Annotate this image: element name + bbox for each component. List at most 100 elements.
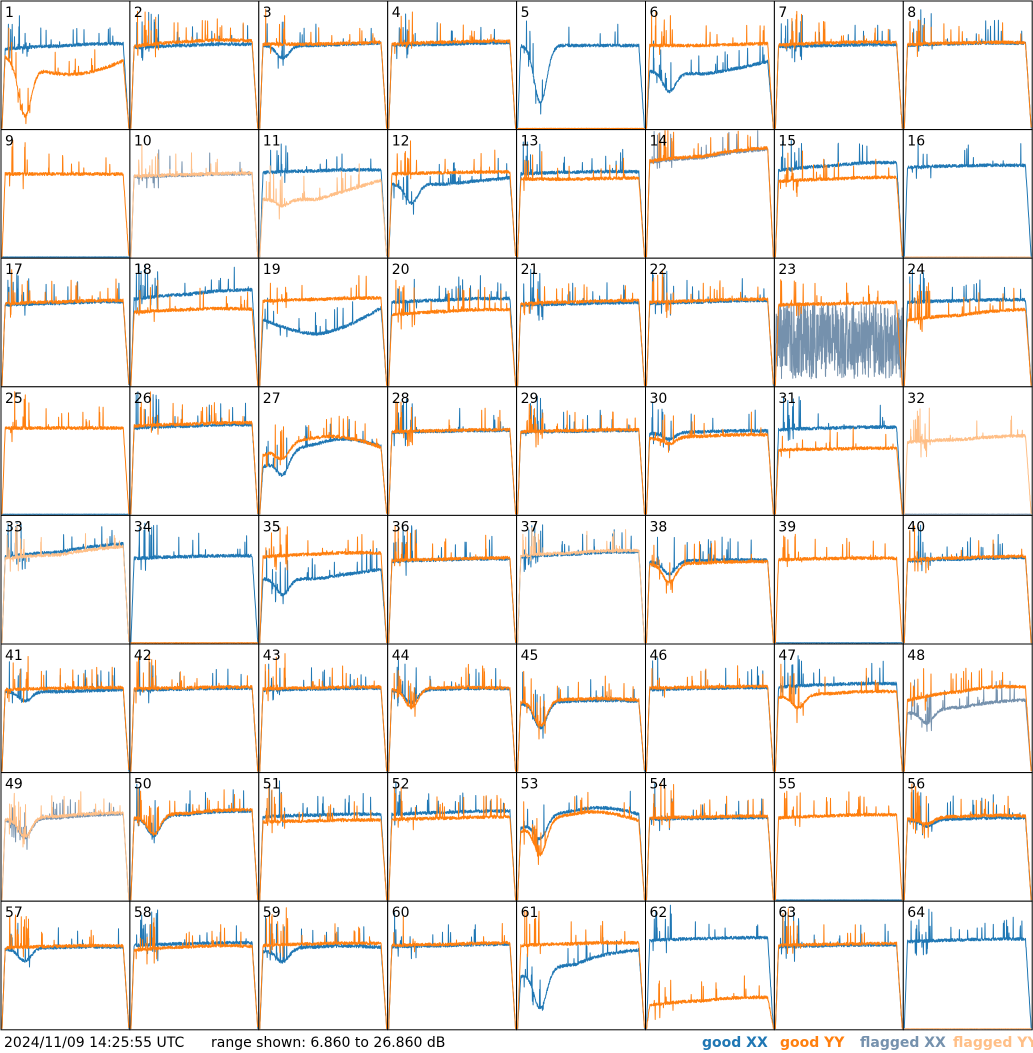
panel-frame: [0, 257, 131, 388]
panel-23: 23: [773, 257, 904, 388]
panel-10: 10: [129, 129, 260, 259]
series-yy-good: [903, 19, 1032, 129]
panel-17: 17: [0, 257, 131, 388]
panel-label: 16: [907, 134, 925, 150]
panel-label: 22: [650, 262, 668, 278]
panel-frame: [258, 0, 389, 131]
panel-label: 41: [5, 648, 23, 664]
panel-9: 9: [0, 129, 131, 259]
panel-label: 51: [263, 777, 281, 793]
panel-label: 44: [392, 648, 410, 664]
panel-19: 19: [258, 257, 389, 388]
legend-flagged-yy-word: flagged: [953, 1035, 1013, 1051]
panel-41: 41: [0, 643, 131, 774]
series-yy-good: [130, 279, 259, 386]
legend-flagged-xx: flagged XX: [860, 1035, 946, 1051]
panel-frame: [773, 900, 904, 1031]
panel-20: 20: [387, 257, 518, 388]
series-yy-good: [259, 785, 388, 901]
panel-2: 2: [129, 0, 260, 131]
panel-frame: [387, 257, 518, 388]
panel-18: 18: [129, 257, 260, 388]
series-xx-good: [1, 922, 130, 1029]
panel-label: 47: [778, 648, 796, 664]
panel-label: 30: [650, 391, 668, 407]
series-yy-good: [388, 787, 517, 901]
panel-39: 39: [773, 514, 904, 645]
panel-frame: [645, 514, 775, 645]
series-yy-good: [388, 915, 517, 1029]
panel-frame: [516, 129, 646, 259]
series-yy-good: [517, 909, 645, 1029]
panel-1: 1: [0, 0, 131, 131]
panel-frame: [258, 900, 389, 1031]
panel-52: 52: [387, 772, 518, 902]
legend-good-yy: good YY: [780, 1035, 844, 1051]
series-xx-good: [388, 275, 517, 386]
panel-label: 31: [778, 391, 796, 407]
panel-frame: [387, 0, 518, 131]
range-text: range shown: 6.860 to 26.860 dB: [211, 1035, 446, 1051]
series-yy-good: [903, 667, 1032, 772]
series-xx-good: [259, 297, 388, 386]
panel-label: 40: [907, 519, 925, 535]
series-xx-good: [130, 11, 259, 129]
panel-53: 53: [516, 772, 646, 902]
series-yy-good: [388, 663, 517, 772]
series-yy-good: [388, 525, 517, 644]
legend-flagged-xx-pol: XX: [924, 1035, 946, 1051]
panel-frame: [516, 643, 646, 774]
series-yy-good: [130, 788, 259, 901]
panel-frame: [0, 129, 131, 259]
panel-frame: [0, 900, 131, 1031]
panel-label: 11: [263, 134, 281, 150]
panel-frame: [129, 257, 260, 388]
panel-43: 43: [258, 643, 389, 774]
series-yy-good: [903, 282, 1032, 386]
panel-27: 27: [258, 386, 389, 516]
panel-frame: [516, 257, 646, 388]
panel-label: 57: [5, 905, 23, 921]
panel-16: 16: [902, 129, 1033, 259]
panel-label: 49: [5, 777, 23, 793]
series-yy-good: [130, 10, 259, 129]
panel-label: 60: [392, 905, 410, 921]
panel-frame: [516, 386, 646, 516]
panel-46: 46: [645, 643, 775, 774]
panel-25: 25: [0, 386, 131, 516]
panel-label: 1: [5, 5, 14, 21]
panel-frame: [902, 0, 1033, 131]
panel-frame: [387, 386, 518, 516]
series-yy-good: [646, 411, 774, 515]
panel-frame: [902, 514, 1033, 645]
panel-28: 28: [387, 386, 518, 516]
panel-label: 29: [521, 391, 539, 407]
series-yy-good: [646, 10, 774, 129]
series-yy-good: [130, 917, 259, 1029]
panel-47: 47: [773, 643, 904, 774]
series-xx-good: [130, 522, 259, 644]
series-yy-good: [774, 790, 903, 901]
series-yy-good: [517, 403, 645, 515]
series-xx-good: [903, 908, 1032, 1029]
panel-54: 54: [645, 772, 775, 902]
series-yy-good: [903, 783, 1032, 901]
panel-label: 64: [907, 905, 925, 921]
panel-frame: [129, 386, 260, 516]
panel-60: 60: [387, 900, 518, 1031]
series-yy-good: [517, 791, 645, 901]
panel-label: 34: [134, 519, 152, 535]
series-yy-good: [774, 427, 903, 515]
footer: 2024/11/09 14:25:55 UTC range shown: 6.8…: [0, 1034, 1033, 1053]
series-xx-good: [517, 937, 645, 1029]
panel-11: 11: [258, 129, 389, 259]
series-yy-good: [517, 151, 645, 258]
series-yy-good: [259, 526, 388, 644]
panel-label: 27: [263, 391, 281, 407]
series-yy-good: [130, 653, 259, 772]
panel-37: 37: [516, 514, 646, 645]
series-yy-good: [646, 975, 774, 1030]
series-yy-good: [646, 665, 774, 772]
series-yy-flagged: [1, 523, 130, 644]
panel-label: 26: [134, 391, 152, 407]
